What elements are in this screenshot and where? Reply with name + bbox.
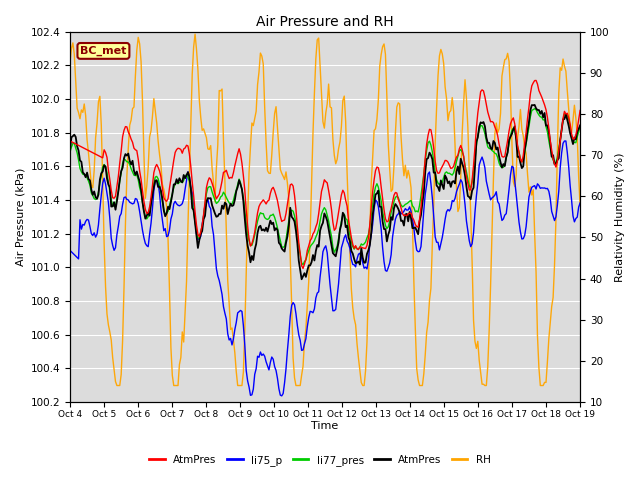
Y-axis label: Relativity Humidity (%): Relativity Humidity (%)	[615, 152, 625, 281]
Y-axis label: Air Pressure (kPa): Air Pressure (kPa)	[15, 168, 25, 266]
Text: BC_met: BC_met	[80, 46, 127, 56]
Title: Air Pressure and RH: Air Pressure and RH	[256, 15, 394, 29]
X-axis label: Time: Time	[312, 421, 339, 432]
Legend: AtmPres, li75_p, li77_pres, AtmPres, RH: AtmPres, li75_p, li77_pres, AtmPres, RH	[145, 451, 495, 470]
